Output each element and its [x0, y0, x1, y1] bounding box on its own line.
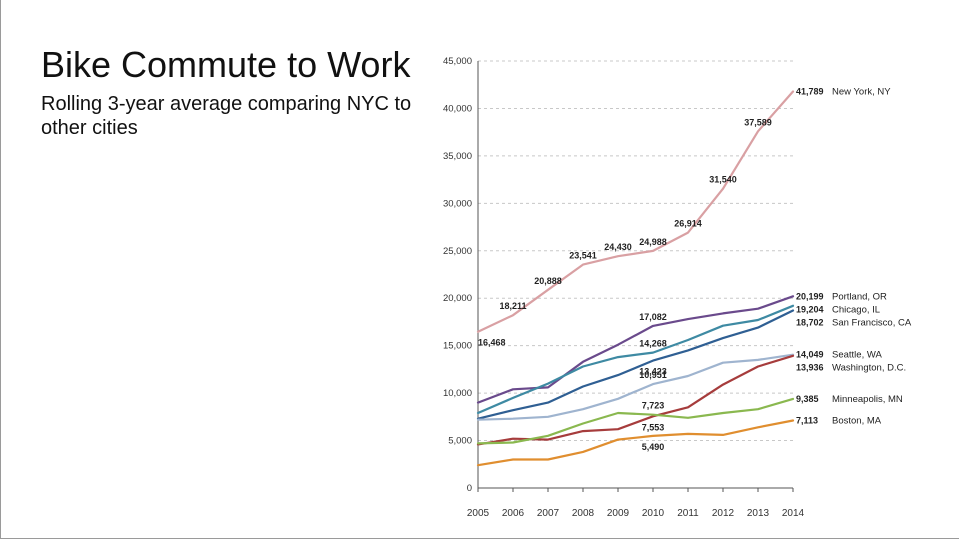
data-label: 37,589: [744, 117, 772, 127]
series-line-Boston, MA: [476, 419, 795, 467]
data-label: 14,268: [639, 339, 667, 349]
series-name-label: New York, NY: [832, 86, 891, 97]
data-label: 10,951: [639, 370, 667, 380]
slide-subtitle: Rolling 3-year average comparing NYC to …: [41, 93, 412, 139]
y-tick-label: 10,000: [443, 388, 472, 399]
series-name-label: San Francisco, CA: [832, 317, 912, 328]
series-name-label: Portland, OR: [832, 291, 887, 302]
end-value-label: 7,113: [796, 416, 818, 426]
x-tick-label: 2008: [572, 508, 595, 519]
data-label: 17,082: [639, 312, 667, 322]
x-tick-label: 2007: [537, 508, 560, 519]
x-tick-label: 2006: [502, 508, 525, 519]
data-label: 20,888: [534, 276, 562, 286]
x-tick-label: 2014: [782, 508, 805, 519]
y-tick-label: 35,000: [443, 151, 472, 162]
y-tick-label: 15,000: [443, 341, 472, 352]
series-name-label: Boston, MA: [832, 416, 882, 427]
slide-title: Bike Commute to Work: [41, 44, 411, 85]
series-line-Washington, D.C.: [476, 354, 795, 446]
y-tick-label: 20,000: [443, 293, 472, 304]
series-name-label: Seattle, WA: [832, 350, 882, 361]
data-label: 24,988: [639, 237, 667, 247]
y-tick-label: 30,000: [443, 198, 472, 209]
y-tick-label: 5,000: [448, 436, 472, 447]
series-name-label: Washington, D.C.: [832, 363, 906, 374]
data-label: 18,211: [499, 301, 526, 311]
x-tick-label: 2011: [677, 508, 699, 519]
y-tick-label: 40,000: [443, 103, 472, 114]
series-name-label: Chicago, IL: [832, 304, 880, 315]
data-label: 7,553: [642, 422, 665, 432]
data-label: 26,914: [674, 219, 702, 229]
series-line-San Francisco, CA: [476, 309, 795, 420]
y-tick-label: 45,000: [443, 56, 472, 67]
data-label: 5,490: [642, 442, 665, 452]
end-value-label: 20,199: [796, 291, 824, 301]
data-label: 23,541: [569, 251, 597, 261]
x-tick-label: 2009: [607, 508, 630, 519]
y-tick-label: 0: [467, 483, 472, 494]
x-tick-label: 2005: [467, 508, 490, 519]
end-value-label: 41,789: [796, 86, 824, 96]
series-line-Portland, OR: [476, 295, 795, 404]
end-value-label: 9,385: [796, 394, 819, 404]
x-tick-label: 2013: [747, 508, 770, 519]
series-line-Minneapolis, MN: [476, 397, 795, 445]
series-line-New York, NY: [476, 90, 795, 333]
series-line-Seattle, WA: [476, 353, 795, 421]
x-tick-label: 2010: [642, 508, 665, 519]
data-label: 7,723: [642, 401, 665, 411]
y-tick-label: 25,000: [443, 246, 472, 257]
x-tick-label: 2012: [712, 508, 735, 519]
end-value-label: 13,936: [796, 363, 824, 373]
data-label: 31,540: [709, 175, 737, 185]
end-value-label: 19,204: [796, 304, 824, 314]
data-label: 13,423: [639, 367, 667, 377]
series-name-label: Minneapolis, MN: [832, 394, 903, 405]
data-label: 16,468: [478, 338, 506, 348]
end-value-label: 14,049: [796, 350, 824, 360]
data-label: 24,430: [604, 242, 632, 252]
end-value-label: 18,702: [796, 317, 824, 327]
series-line-Chicago, IL: [476, 304, 795, 415]
